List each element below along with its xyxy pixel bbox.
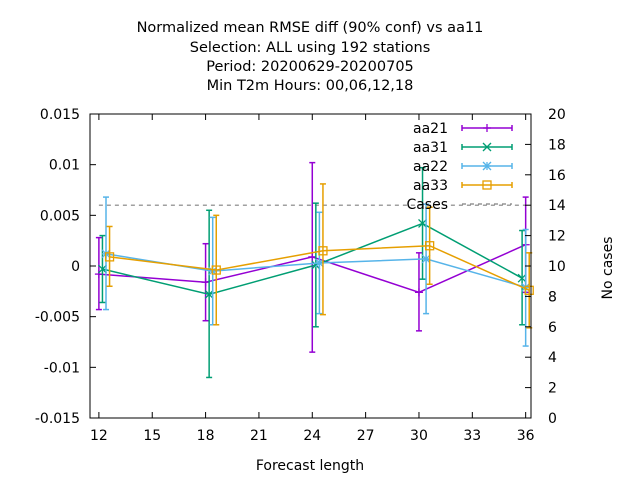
x-tick-label-4: 24 bbox=[303, 428, 321, 444]
y2-tick-label-0: 0 bbox=[548, 411, 557, 427]
chart-title: Normalized mean RMSE diff (90% conf) vs … bbox=[137, 20, 484, 94]
legend-marker-aa31 bbox=[482, 142, 492, 152]
point-aa33-1 bbox=[211, 265, 221, 275]
point-aa33-4 bbox=[524, 285, 534, 295]
x-axis-label: Forecast length bbox=[256, 458, 364, 474]
y-tick-label-2: -0.005 bbox=[35, 310, 80, 326]
error-bar-aa33-2 bbox=[319, 183, 326, 316]
y2-axis-label: No cases bbox=[600, 237, 616, 300]
legend-label-aa33: aa33 bbox=[413, 178, 448, 194]
y-tick-label-1: -0.01 bbox=[44, 360, 80, 376]
point-aa22-3 bbox=[421, 254, 431, 264]
series-aa31 bbox=[97, 166, 527, 379]
x-tick-label-5: 27 bbox=[357, 428, 375, 444]
point-aa31-3 bbox=[418, 218, 427, 228]
y-tick-label-6: 0.015 bbox=[40, 107, 80, 123]
x-tick-label-1: 15 bbox=[143, 428, 161, 444]
point-aa21-1 bbox=[201, 278, 210, 287]
x-tick-label-2: 18 bbox=[197, 428, 215, 444]
y2-tick-label-10: 20 bbox=[548, 107, 566, 123]
title-line-4: Min T2m Hours: 00,06,12,18 bbox=[207, 78, 414, 94]
title-line-2: Selection: ALL using 192 stations bbox=[190, 40, 431, 56]
series-aa21 bbox=[94, 161, 530, 353]
legend-marker-aa22 bbox=[482, 161, 492, 171]
title-line-1: Normalized mean RMSE diff (90% conf) vs … bbox=[137, 20, 484, 36]
legend-entry-aa22: aa22 bbox=[413, 159, 513, 175]
x-tick-label-3: 21 bbox=[250, 428, 268, 444]
legend-entry-aa33: aa33 bbox=[413, 178, 513, 194]
legend: aa21 aa31 aa22 aa33 Cases bbox=[406, 121, 513, 213]
y2-tick-label-1: 2 bbox=[548, 381, 557, 397]
y2-tick-label-8: 16 bbox=[548, 168, 566, 184]
legend-label-aa21: aa21 bbox=[413, 121, 448, 137]
x-tick-label-0: 12 bbox=[90, 428, 108, 444]
error-bar-aa33-0 bbox=[106, 225, 113, 288]
point-aa31-4 bbox=[517, 273, 527, 283]
y2-tick-label-4: 8 bbox=[548, 289, 557, 305]
y2-tick-label-3: 6 bbox=[548, 320, 557, 336]
y2-tick-label-2: 4 bbox=[548, 350, 557, 366]
plot-area bbox=[94, 161, 534, 379]
point-aa22-2 bbox=[314, 258, 324, 268]
point-aa21-0 bbox=[94, 270, 103, 279]
x-tick-label-7: 33 bbox=[463, 428, 481, 444]
y2-tick-label-7: 14 bbox=[548, 198, 566, 214]
axes: 12 15 18 21 24 27 30 33 36-0.015-0.01-0.00500.00… bbox=[35, 107, 566, 444]
y-tick-label-5: 0.01 bbox=[49, 158, 80, 174]
title-line-3: Period: 20200629-20200705 bbox=[206, 59, 414, 75]
point-aa31-1 bbox=[204, 289, 214, 299]
y-tick-label-0: -0.015 bbox=[35, 411, 80, 427]
point-aa21-2 bbox=[308, 252, 317, 261]
legend-label-aa22: aa22 bbox=[413, 159, 448, 175]
x-tick-label-8: 36 bbox=[517, 428, 535, 444]
line-aa33 bbox=[109, 244, 530, 292]
legend-label-aa31: aa31 bbox=[413, 140, 448, 156]
point-aa33-0 bbox=[104, 252, 115, 262]
y2-tick-label-9: 18 bbox=[548, 137, 566, 153]
legend-entry-aa21: aa21 bbox=[413, 121, 513, 137]
y-tick-label-3: 0 bbox=[71, 259, 80, 275]
legend-label-cases: Cases bbox=[406, 197, 448, 213]
point-aa21-3 bbox=[414, 288, 423, 297]
legend-entry-cases: Cases bbox=[406, 197, 512, 213]
x-tick-label-6: 30 bbox=[410, 428, 428, 444]
legend-marker-aa21 bbox=[483, 124, 491, 132]
y2-tick-label-6: 12 bbox=[548, 229, 566, 245]
legend-marker-aa33 bbox=[482, 180, 492, 190]
point-aa33-3 bbox=[424, 241, 435, 251]
y2-tick-label-5: 10 bbox=[548, 259, 566, 275]
legend-entry-aa31: aa31 bbox=[413, 140, 513, 156]
y-tick-label-4: 0.005 bbox=[40, 208, 80, 224]
point-aa31-0 bbox=[97, 264, 107, 274]
point-aa33-2 bbox=[318, 246, 328, 256]
